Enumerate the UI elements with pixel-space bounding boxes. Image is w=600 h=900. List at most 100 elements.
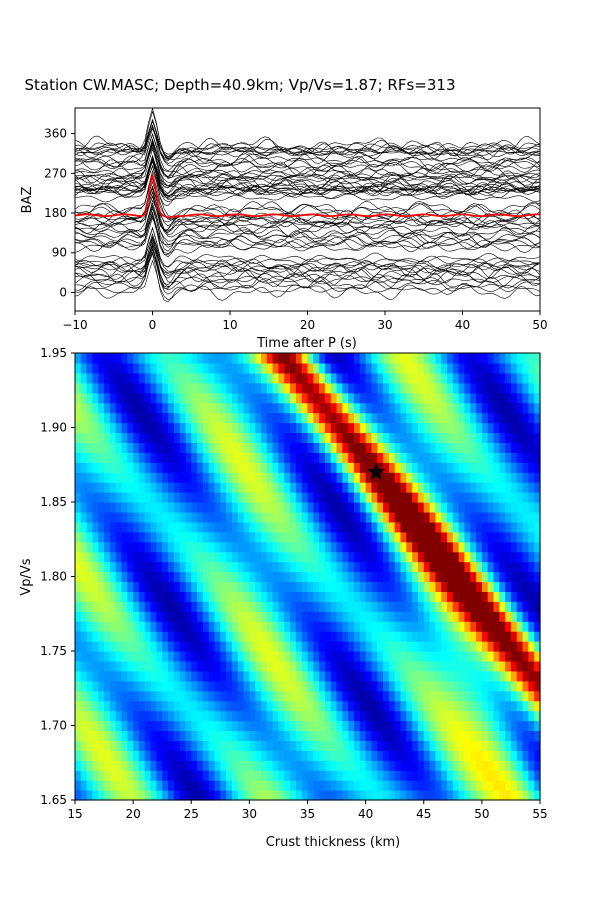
heat-cell (464, 541, 471, 553)
heat-cell (330, 521, 338, 533)
heat-cell (359, 720, 367, 732)
heat-cell (435, 392, 442, 404)
heat-cell (348, 521, 355, 533)
heat-cell (208, 372, 216, 384)
heat-cell (417, 700, 425, 712)
heat-cell (80, 353, 88, 364)
heat-cell (278, 472, 285, 483)
heat-cell (481, 641, 489, 652)
heat-cell (156, 740, 163, 751)
heat-cell (510, 641, 518, 652)
heat-cell (470, 690, 477, 702)
heat-cell (290, 412, 297, 424)
heat-cell (156, 511, 163, 523)
heat-cell (173, 462, 181, 473)
heat-cell (388, 412, 396, 424)
heat-cell (231, 750, 239, 761)
heat-cell (109, 690, 117, 702)
heat-cell (278, 432, 285, 443)
heat-cell (237, 482, 245, 493)
heat-cell (272, 452, 280, 463)
heat-cell (278, 452, 285, 463)
heat-cell (150, 690, 157, 702)
rf-trace (74, 237, 541, 279)
heat-cell (377, 482, 384, 493)
heat-cell (365, 730, 373, 741)
heat-cell (75, 472, 82, 483)
heat-cell (301, 730, 309, 741)
heat-cell (278, 780, 285, 791)
heat-cell (481, 432, 489, 443)
heat-cell (278, 422, 285, 434)
heat-cell (197, 462, 204, 473)
heat-cell (342, 492, 349, 503)
heat-cell (348, 750, 355, 761)
heat-cell (156, 680, 163, 692)
heat-cell (138, 740, 146, 751)
heat-cell (400, 502, 407, 513)
heat-cell (435, 452, 442, 463)
heat-cell (487, 432, 495, 443)
heat-cell (354, 402, 361, 414)
heat-cell (359, 452, 367, 463)
heat-cell (249, 770, 256, 781)
heat-cell (510, 611, 518, 622)
heat-cell (220, 511, 227, 523)
heat-cell (400, 601, 407, 612)
heat-cell (214, 690, 221, 702)
heat-cell (237, 740, 245, 751)
heat-cell (80, 412, 88, 424)
heat-cell (319, 790, 326, 801)
heat-cell (121, 770, 128, 781)
heat-cell (138, 730, 146, 741)
heat-cell (423, 422, 431, 434)
heat-cell (226, 780, 233, 791)
heat-cell (354, 680, 361, 692)
heat-cell (313, 372, 320, 384)
heat-cell (412, 591, 419, 602)
heat-cell (226, 462, 233, 473)
heat-cell (266, 660, 274, 672)
heat-cell (493, 770, 500, 781)
heat-cell (371, 601, 378, 612)
heat-cell (115, 581, 123, 592)
heat-cell (197, 670, 204, 682)
heat-cell (342, 502, 349, 513)
heat-cell (266, 641, 274, 652)
heat-cell (226, 571, 233, 583)
heat-cell (249, 482, 256, 493)
heat-cell (226, 601, 233, 612)
heat-cell (441, 492, 448, 503)
heat-cell (237, 700, 245, 712)
heat-cell (231, 353, 239, 364)
heat-cell (109, 362, 117, 374)
heat-cell (383, 710, 390, 722)
heat-cell (435, 492, 442, 503)
heat-cell (464, 412, 471, 424)
heat-cell (412, 372, 419, 384)
heat-cell (127, 790, 134, 801)
heat-cell (510, 760, 518, 771)
heat-cell (324, 511, 332, 523)
heat-cell (371, 442, 378, 453)
heat-cell (394, 452, 402, 463)
heat-cell (272, 482, 280, 493)
heat-cell (179, 730, 187, 741)
heat-cell (86, 541, 94, 553)
heat-cell (330, 660, 338, 672)
heat-cell (127, 651, 134, 662)
heat-cell (388, 670, 396, 682)
rf-trace (74, 127, 541, 164)
heat-cell (377, 790, 384, 801)
heat-cell (104, 760, 111, 771)
heat-cell (412, 601, 419, 612)
heat-cell (307, 531, 314, 543)
heat-cell (272, 531, 280, 543)
heat-cell (348, 502, 355, 513)
heat-cell (185, 462, 192, 473)
heat-cell (313, 502, 320, 513)
heat-cell (493, 492, 500, 503)
heat-cell (458, 760, 466, 771)
heat-cell (464, 482, 471, 493)
heat-cell (185, 422, 192, 434)
